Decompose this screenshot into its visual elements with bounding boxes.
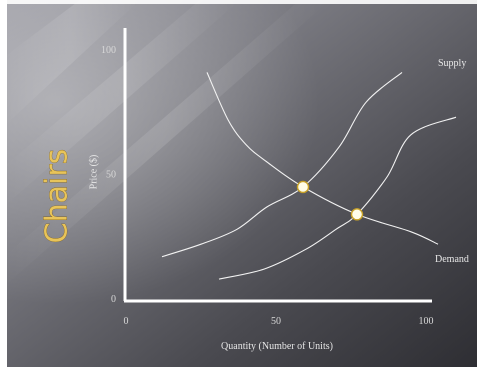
shifted-supply-curve	[218, 116, 457, 280]
demand-curve	[206, 72, 439, 245]
y-tick-label: 50	[106, 170, 116, 181]
supply-curve-label: Supply	[438, 58, 466, 69]
x-tick-label: 100	[419, 316, 434, 327]
supply-curve	[161, 71, 403, 258]
top-border-strip	[0, 0, 477, 4]
equilibrium-point	[296, 180, 310, 194]
x-tick-label: 0	[124, 316, 129, 327]
slide-title: Chairs	[40, 149, 75, 244]
y-tick-label: 0	[111, 294, 116, 305]
equilibrium-point	[350, 208, 364, 221]
y-tick-label: 100	[101, 45, 116, 56]
background-light-streaks	[0, 0, 330, 290]
y-axis-title: Price ($)	[88, 155, 99, 190]
x-tick-label: 50	[271, 316, 281, 327]
left-border-strip	[0, 0, 7, 367]
demand-curve-label: Demand	[435, 254, 469, 265]
x-axis-title: Quantity (Number of Units)	[221, 341, 333, 352]
